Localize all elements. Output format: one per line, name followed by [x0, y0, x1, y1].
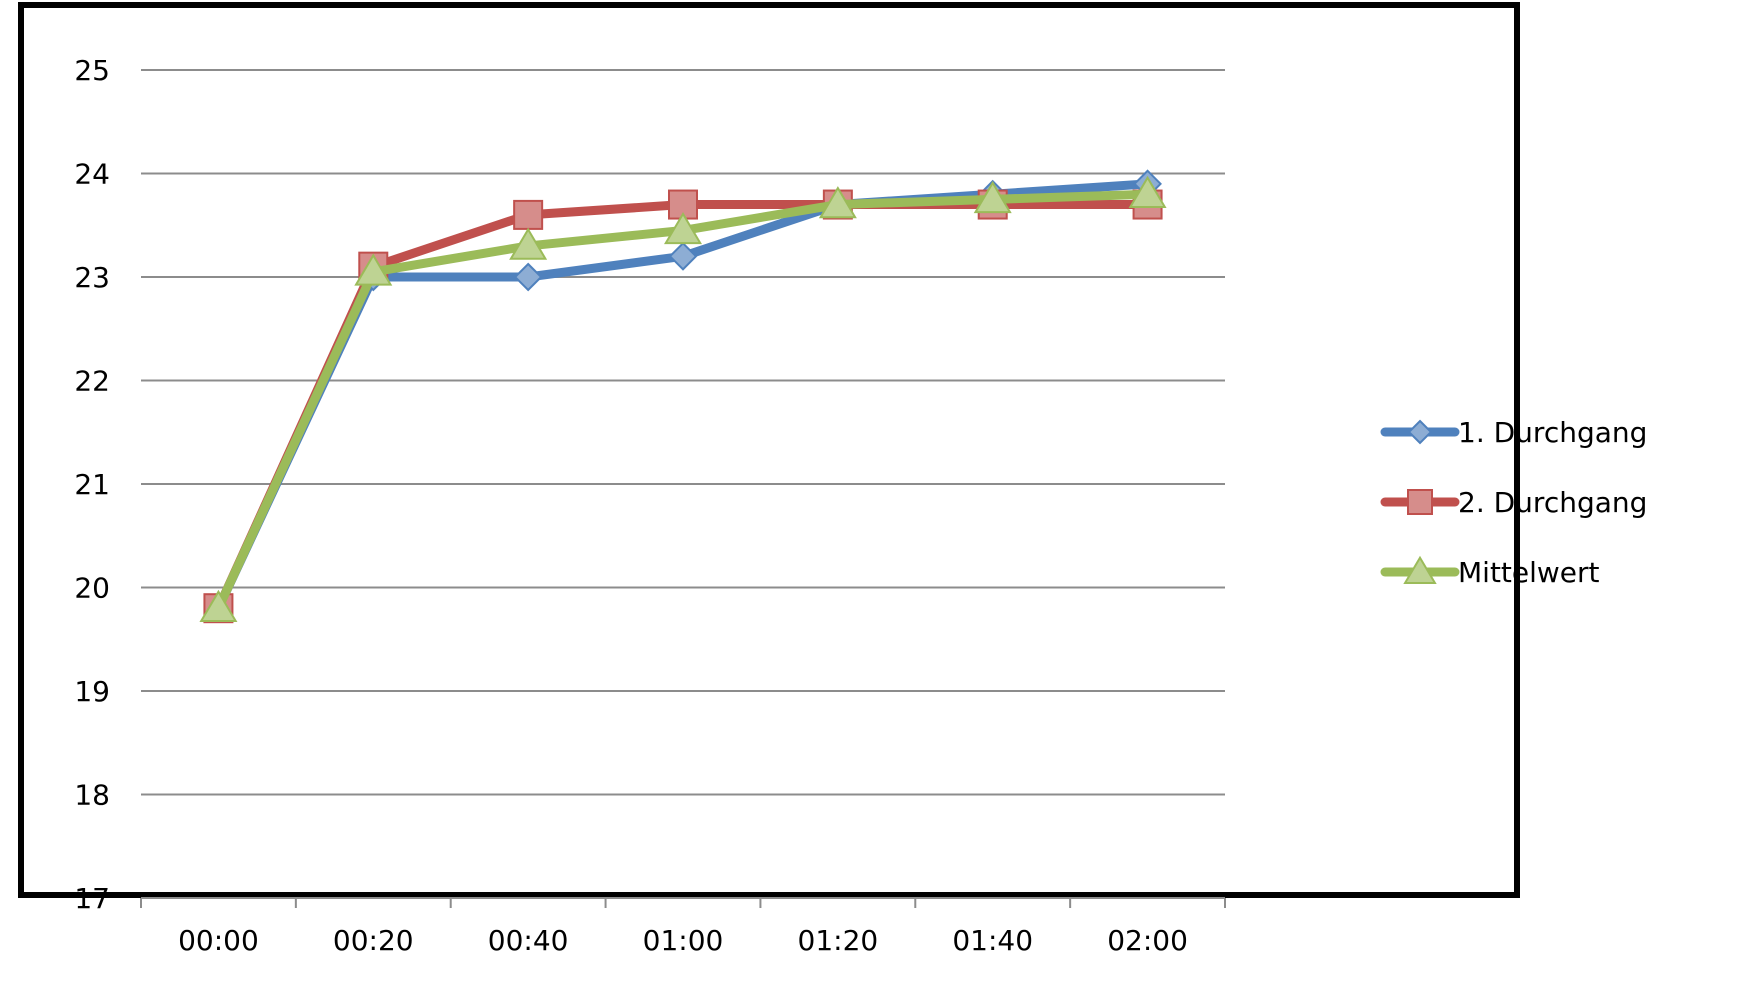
x-tick-label: 01:40 [952, 924, 1033, 957]
x-tick-label: 01:00 [643, 924, 724, 957]
y-tick-label: 17 [74, 882, 110, 915]
legend-label: 2. Durchgang [1458, 486, 1647, 519]
legend-item: Mittelwert [1380, 555, 1600, 589]
legend-marker [1403, 555, 1437, 585]
chart-frame [18, 2, 1520, 898]
series-group [199, 169, 1167, 624]
data-point [354, 253, 393, 286]
data-point [199, 589, 238, 622]
legend-marker [1407, 489, 1433, 515]
data-point [1128, 175, 1167, 208]
y-tick-label: 19 [74, 675, 110, 708]
x-tick-label: 00:00 [178, 924, 259, 957]
legend-label: 1. Durchgang [1458, 416, 1647, 449]
y-tick-label: 24 [74, 158, 110, 191]
y-tick-label: 18 [74, 779, 110, 812]
data-point [513, 199, 544, 230]
y-tick-label: 25 [74, 54, 110, 87]
y-tick-label: 22 [74, 365, 110, 398]
data-point [663, 211, 703, 245]
legend-item: 1. Durchgang [1380, 416, 1647, 449]
legend-label: Mittelwert [1458, 556, 1600, 589]
x-tick-label: 00:40 [488, 924, 569, 957]
legend: 1. Durchgang 2. Durchgang Mittelwert [1380, 416, 1647, 589]
y-tick-label: 20 [74, 572, 110, 605]
data-point [973, 180, 1012, 214]
x-axis: 00:00 00:20 00:40 01:00 01:20 01:40 02:00 [140, 897, 1226, 957]
y-axis: 17 18 19 20 21 22 23 24 25 [74, 54, 110, 915]
data-point [509, 227, 548, 260]
x-tick-label: 00:20 [333, 924, 414, 957]
data-point [818, 186, 857, 219]
data-point [513, 262, 543, 292]
x-tick-label: 02:00 [1107, 924, 1188, 957]
x-tick-label: 01:20 [798, 924, 879, 957]
y-tick-label: 21 [74, 468, 110, 501]
legend-item: 2. Durchgang [1380, 486, 1647, 519]
legend-marker [1407, 419, 1433, 445]
y-tick-label: 23 [74, 261, 110, 294]
data-point [668, 241, 698, 271]
series-3 [199, 175, 1167, 622]
